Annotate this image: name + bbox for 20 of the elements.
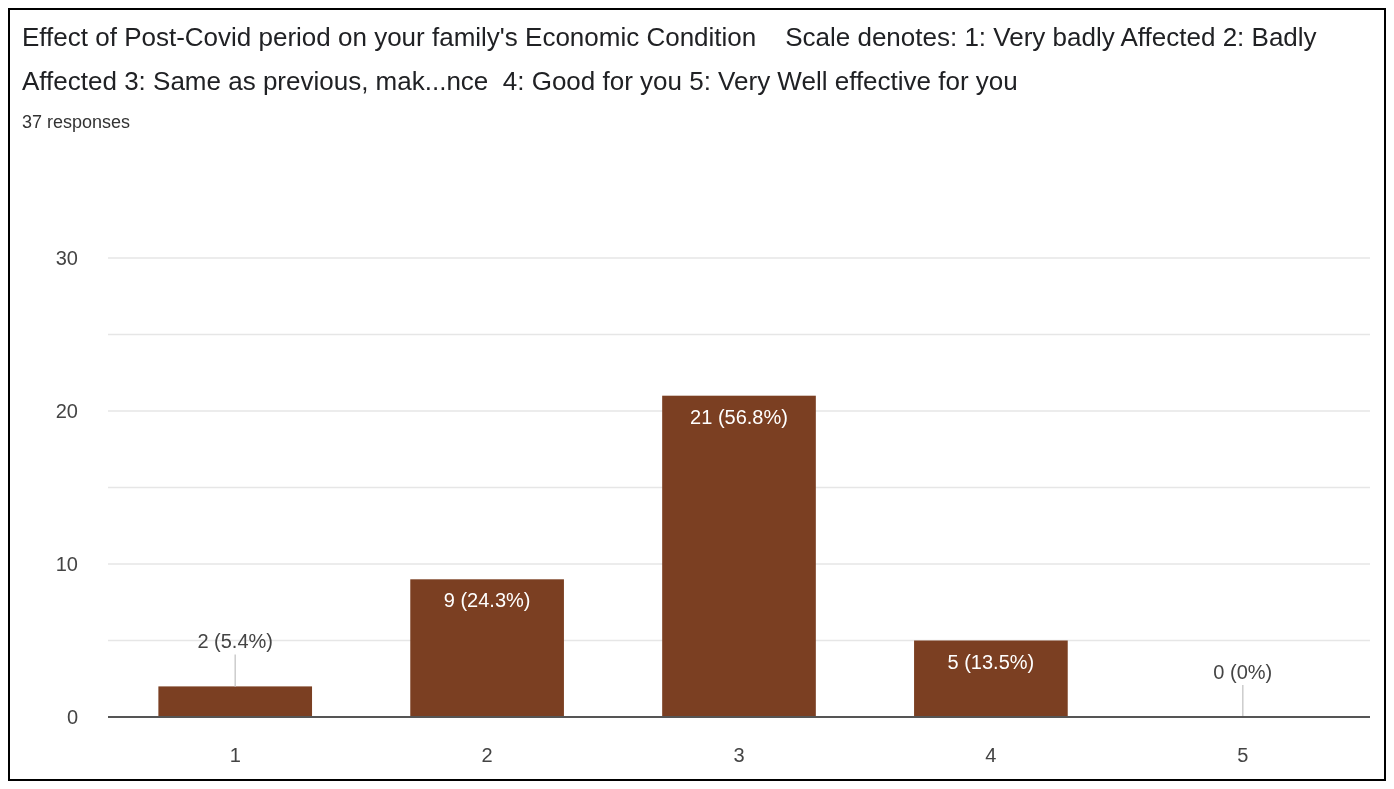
- y-tick-label: 0: [66, 706, 78, 728]
- bar: [158, 686, 313, 717]
- data-label: 9 (24.3%): [443, 589, 531, 612]
- x-tick-label: 4: [985, 744, 997, 766]
- y-tick-label: 10: [55, 553, 78, 575]
- y-tick-label: 30: [55, 247, 78, 269]
- data-label: 5 (13.5%): [947, 650, 1035, 673]
- data-label: 21 (56.8%): [690, 405, 788, 428]
- x-tick-label: 2: [481, 744, 493, 766]
- x-tick-label: 5: [1237, 744, 1249, 766]
- data-label: 2 (5.4%): [197, 630, 273, 653]
- y-tick-label: 20: [55, 400, 78, 422]
- chart-title: Effect of Post-Covid period on your family's Economic Condition Scale denotes: 1: Very badly Affected 2: Badly Affected 3: Same as previous, mak...nce 4: Good for you 5: Very Well effective for you: [22, 22, 1317, 96]
- bar: [662, 395, 816, 717]
- x-tick-label: 3: [733, 744, 745, 766]
- x-tick-label: 1: [229, 744, 241, 766]
- bar: [410, 579, 564, 717]
- chart-subtitle: 37 responses: [22, 112, 131, 132]
- bar: [914, 640, 1068, 717]
- data-label: 0 (0%): [1213, 661, 1273, 683]
